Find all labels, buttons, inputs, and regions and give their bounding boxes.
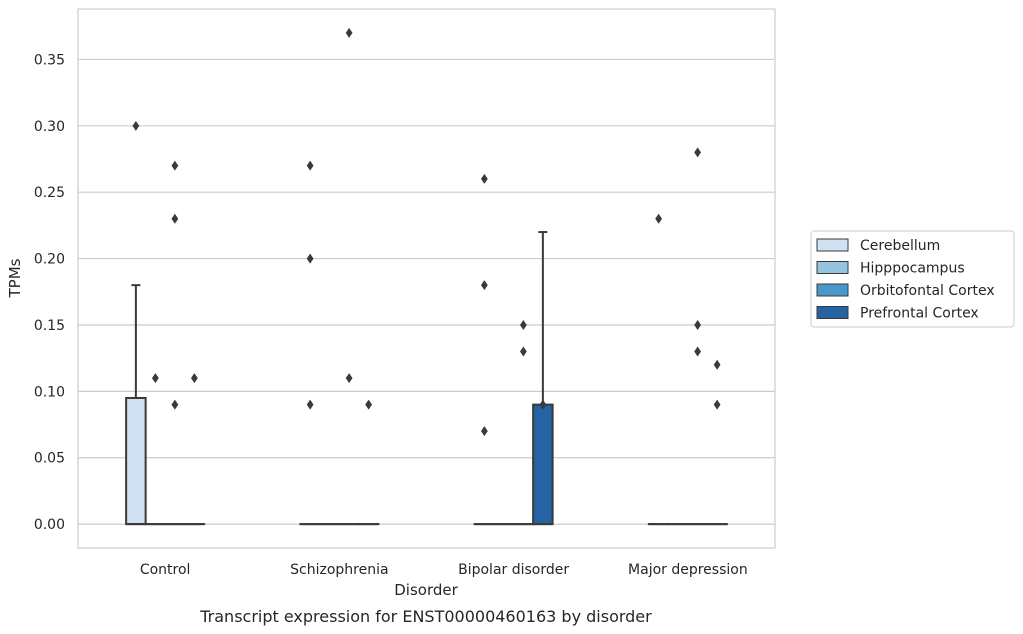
- legend-swatch: [816, 283, 849, 297]
- outlier-marker: [171, 399, 179, 410]
- y-tick-label: 0.05: [34, 451, 65, 467]
- outlier-marker: [306, 253, 314, 264]
- outlier-marker: [480, 280, 488, 291]
- x-axis-title: Disorder: [394, 581, 458, 599]
- box-body: [532, 403, 554, 526]
- legend-swatch: [816, 261, 849, 274]
- chart-caption: Transcript expression for ENST0000046016…: [199, 607, 652, 626]
- outlier-points: [132, 27, 721, 437]
- outlier-marker: [519, 319, 527, 330]
- outlier-marker: [190, 373, 198, 384]
- y-tick-label: 0.25: [34, 185, 65, 201]
- outlier-marker: [519, 346, 527, 357]
- legend-frame: [810, 230, 1015, 328]
- outlier-marker: [345, 373, 353, 384]
- outlier-marker: [151, 373, 159, 384]
- legend-swatch: [816, 238, 849, 252]
- legend: Cerebellum Hipppocampus Orbitofontal Corte…: [810, 230, 1015, 328]
- plot-area-frame: [77, 8, 776, 549]
- outlier-marker: [306, 160, 314, 171]
- outlier-marker: [655, 213, 663, 224]
- outlier-marker: [539, 399, 547, 410]
- x-axis-ticks: Control Schizophrenia Bipolar disorder Majo…: [140, 562, 748, 578]
- y-tick-label: 0.00: [34, 517, 65, 533]
- x-tick-label: Schizophrenia: [290, 562, 388, 578]
- box-body: [125, 396, 147, 526]
- y-axis-title: TPMs: [6, 258, 24, 298]
- legend-label: Orbitofontal Cortex: [860, 283, 995, 299]
- legend-label: Hipppocampus: [860, 261, 965, 277]
- legend-swatch: [816, 306, 849, 319]
- outlier-marker: [306, 399, 314, 410]
- y-tick-label: 0.20: [34, 252, 65, 268]
- box-cerebellum: [125, 284, 147, 526]
- outlier-marker: [132, 120, 140, 131]
- outlier-marker: [365, 399, 373, 410]
- outlier-marker: [480, 173, 488, 184]
- y-tick-label: 0.30: [34, 119, 65, 135]
- x-tick-label: Control: [140, 562, 191, 578]
- legend-label: Cerebellum: [860, 238, 940, 254]
- outlier-marker: [713, 359, 721, 370]
- outlier-marker: [345, 27, 353, 38]
- outlier-marker: [480, 426, 488, 437]
- outlier-marker: [694, 319, 702, 330]
- x-tick-label: Bipolar disorder: [458, 562, 569, 578]
- y-tick-label: 0.35: [34, 52, 65, 68]
- outlier-marker: [713, 399, 721, 410]
- y-tick-label: 0.10: [34, 384, 65, 400]
- outlier-marker: [694, 346, 702, 357]
- box-prefrontal-cortex: [532, 231, 554, 526]
- grid-lines: [78, 58, 775, 525]
- y-tick-label: 0.15: [34, 318, 65, 334]
- outlier-marker: [171, 213, 179, 224]
- y-axis-ticks: 0.00 0.05 0.10 0.15 0.20 0.25 0.30 0.35: [34, 52, 65, 533]
- outlier-marker: [171, 160, 179, 171]
- outlier-marker: [694, 147, 702, 158]
- x-tick-label: Major depression: [628, 562, 748, 578]
- box-series: [125, 231, 728, 526]
- legend-label: Prefrontal Cortex: [860, 306, 979, 322]
